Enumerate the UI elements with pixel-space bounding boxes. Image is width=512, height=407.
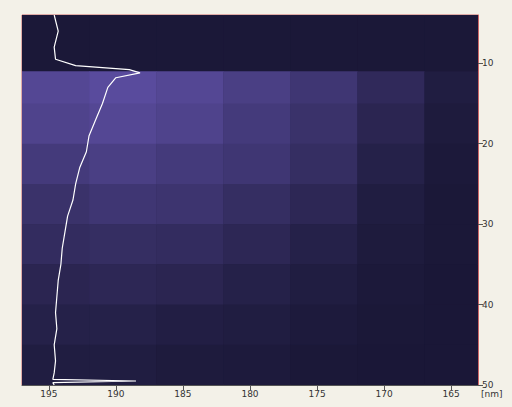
- svg-text:50: 50: [482, 380, 494, 390]
- svg-text:190: 190: [107, 389, 124, 399]
- svg-text:165: 165: [443, 389, 460, 399]
- svg-text:185: 185: [174, 389, 191, 399]
- svg-text:175: 175: [308, 389, 325, 399]
- svg-text:10: 10: [482, 58, 494, 68]
- svg-text:170: 170: [376, 389, 393, 399]
- svg-text:20: 20: [482, 139, 494, 149]
- svg-text:30: 30: [482, 219, 494, 229]
- svg-text:195: 195: [40, 389, 57, 399]
- svg-text:[nm]: [nm]: [481, 389, 503, 399]
- svg-text:40: 40: [482, 300, 494, 310]
- svg-text:180: 180: [241, 389, 258, 399]
